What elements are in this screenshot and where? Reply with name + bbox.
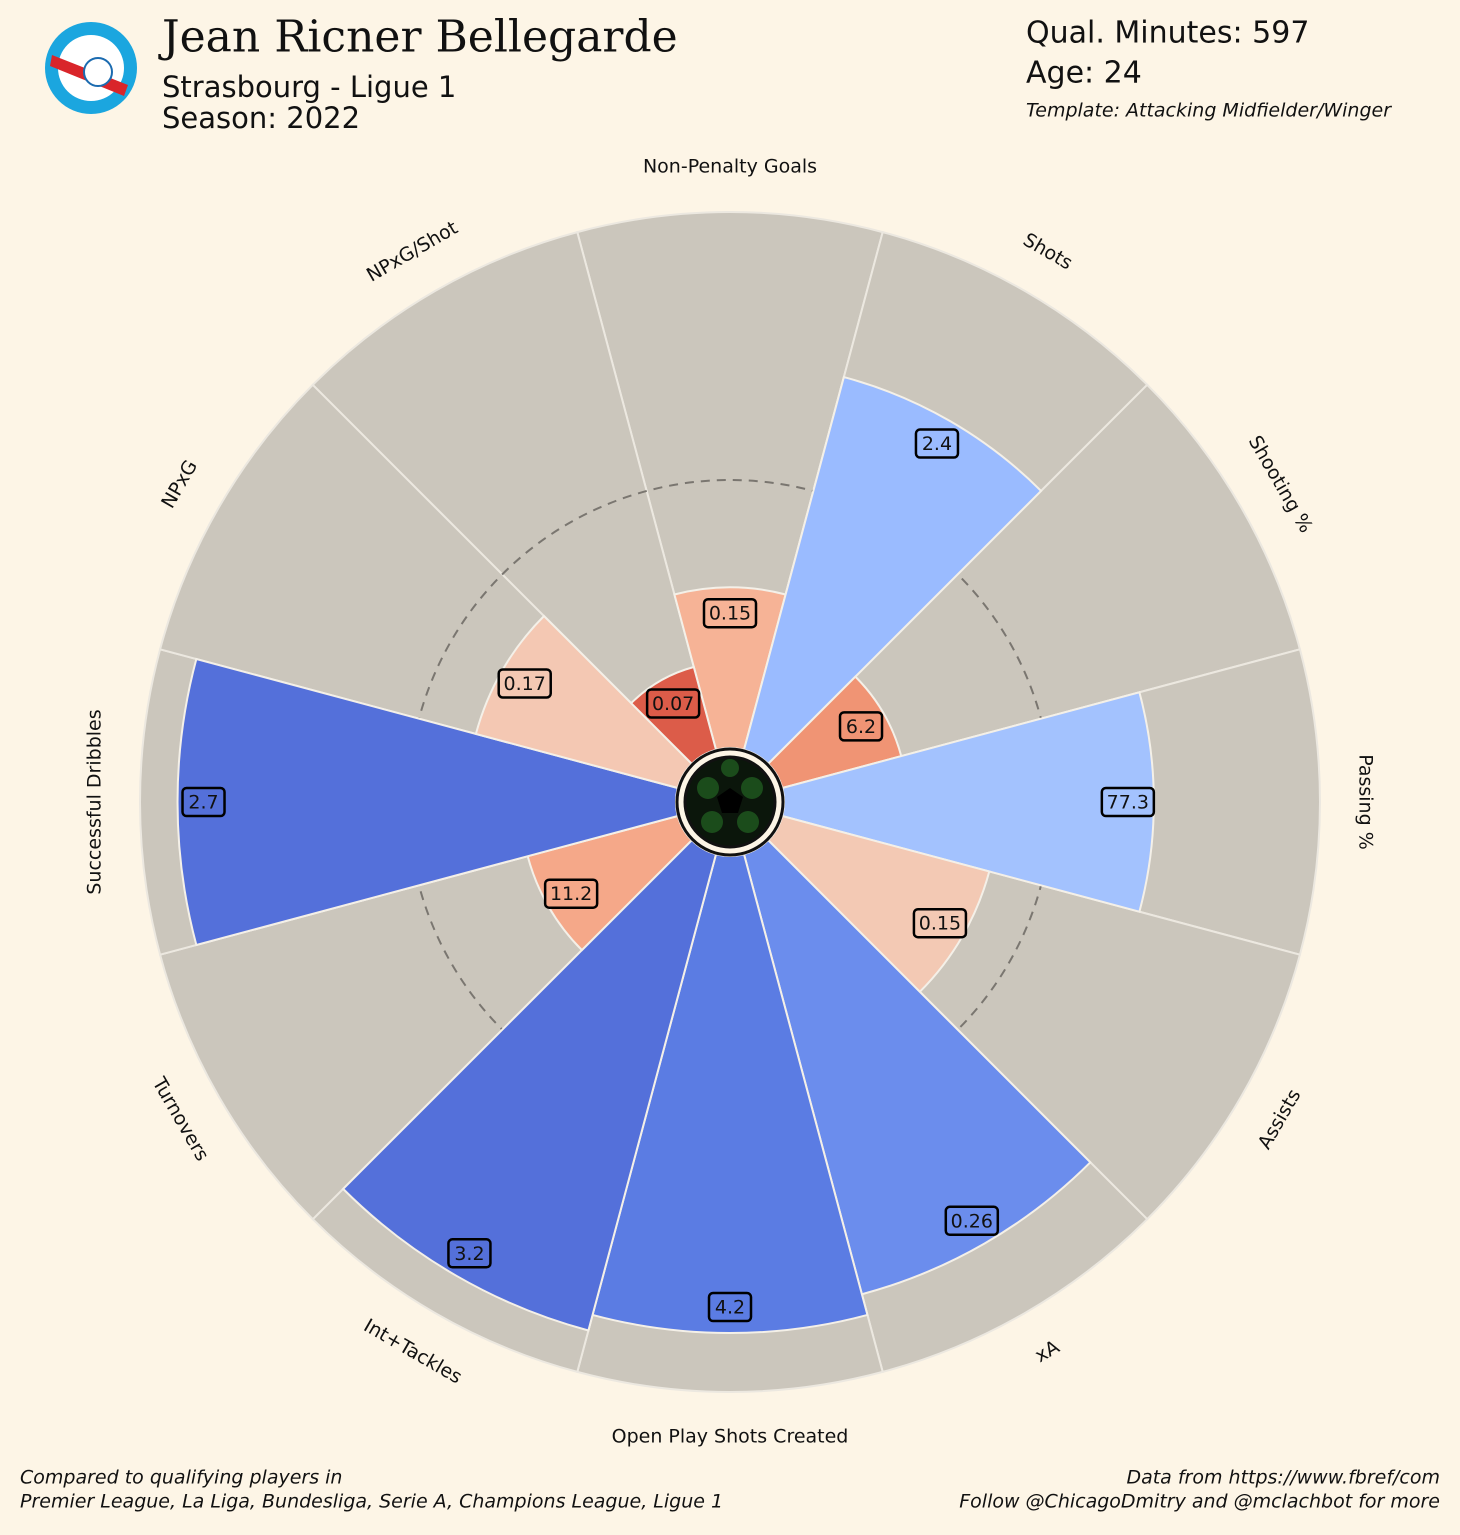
value-label: 6.2 [846,716,876,738]
footer-credit: Data from https://www.fbref/com [1126,1467,1440,1489]
template: Template: Attacking Midfielder/Winger [1026,100,1392,122]
center-ball [675,747,785,857]
category-label: Int+Tackles [360,1315,466,1389]
value-label-box [702,597,758,629]
value-label-box [1100,786,1156,818]
value-label: 77.3 [1107,792,1149,814]
value-label: 2.4 [922,433,952,455]
category-label: Open Play Shots Created [612,1426,849,1448]
value-label-box [181,786,226,818]
category-label: Turnovers [147,1073,213,1165]
value-label: 0.15 [709,603,751,625]
season: Season: 2022 [162,101,360,135]
category-label: Shooting % [1244,432,1317,537]
value-label-box [543,878,599,909]
age: Age: 24 [1026,56,1142,91]
minutes: Qual. Minutes: 597 [1026,16,1309,51]
value-label: 0.07 [652,693,694,715]
value-label-box [838,711,884,742]
category-label: Passing % [1355,754,1377,850]
category-label: Assists [1254,1085,1306,1153]
footer-note: Premier League, La Liga, Bundesliga, Ser… [20,1491,723,1513]
value-label-box [645,688,701,719]
category-label: Successful Dribbles [84,709,106,894]
value-label: 0.17 [504,673,546,695]
value-label-box [944,1205,1000,1237]
category-label: NPxG [157,456,202,512]
value-label-box [497,668,552,699]
category-label: NPxG/Shot [363,217,462,287]
category-label: Shots [1019,229,1076,275]
club-logo [45,22,137,114]
category-label: xA [1031,1336,1063,1367]
value-label: 0.15 [919,913,961,935]
value-label: 11.2 [550,883,592,905]
subtitle: Strasbourg - Ligue 1 [162,70,456,104]
value-label: 4.2 [715,1297,745,1319]
value-label-box [912,907,968,939]
value-label: 3.2 [454,1243,484,1265]
value-label: 0.26 [951,1210,993,1232]
value-label-box [707,1291,753,1323]
value-label-box [447,1238,492,1269]
chart-title: Jean Ricner Bellegarde [158,12,678,63]
value-label-box [914,428,960,459]
category-label: Non-Penalty Goals [643,156,817,178]
footer-note: Compared to qualifying players in [20,1467,342,1489]
footer-credit: Follow @ChicagoDmitry and @mclachbot for… [959,1491,1440,1513]
value-label: 2.7 [188,792,218,814]
